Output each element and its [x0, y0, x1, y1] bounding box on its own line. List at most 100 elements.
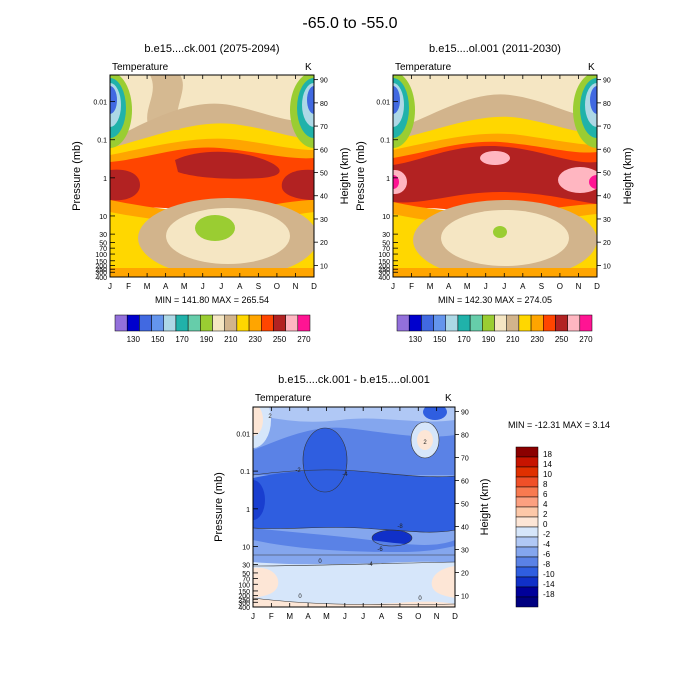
panel-units: K [305, 62, 312, 73]
month-tick-label: A [163, 282, 169, 291]
colorbar-swatch [163, 314, 177, 332]
colorbar-swatch [515, 506, 539, 518]
band-green-core [195, 215, 235, 241]
pressure-tick-label: 70 [99, 246, 107, 253]
stats-label: MIN = 142.30 MAX = 274.05 [438, 295, 552, 305]
y-axis-label: Pressure (mb) [71, 141, 83, 211]
contour-label-group: -2 -4 -8 -6 0 -4 0 0 2 2 [268, 414, 427, 602]
contour-lines [252, 421, 456, 606]
height-tick-label: 10 [320, 263, 328, 270]
month-tick-label: M [427, 282, 434, 291]
height-tick-label: 90 [461, 410, 469, 417]
colorbar-swatch [515, 486, 539, 498]
height-tick-label: 60 [603, 147, 611, 154]
month-tick-label: D [594, 282, 600, 291]
pressure-tick-label: 150 [238, 589, 250, 596]
colorbar-swatch [530, 314, 544, 332]
month-tick-label: N [293, 282, 299, 291]
y-axis-label-right: Height (km) [339, 148, 351, 205]
pressure-tick-label: 70 [242, 576, 250, 583]
month-tick-label: A [237, 282, 243, 291]
colorbar-swatch [285, 314, 299, 332]
temperature-field [393, 75, 597, 277]
month-tick-label: J [361, 612, 365, 621]
pressure-tick-label: 0.1 [240, 469, 250, 476]
month-tick-label: M [464, 282, 471, 291]
height-tick-label: 20 [461, 571, 469, 578]
height-tick-label: 60 [320, 147, 328, 154]
pressure-tick-label: 10 [242, 545, 250, 552]
pressure-tick-label: 50 [382, 241, 390, 248]
panel-top-left: b.e15....ck.001 (2075-2094) Temperature … [71, 43, 351, 305]
height-tick-label: 70 [320, 124, 328, 131]
colorbar-swatch [515, 596, 539, 608]
pressure-tick-label: 70 [382, 246, 390, 253]
colorbar-swatch [515, 456, 539, 468]
colorbar-label: 18 [543, 450, 552, 459]
cold-core-left-4 [110, 86, 117, 114]
band-darkred-center [175, 151, 280, 179]
colorbar-label: 170 [175, 335, 189, 344]
colorbar-label: 14 [543, 460, 552, 469]
colorbar-label: 0 [543, 520, 548, 529]
colorbar-swatch [421, 314, 434, 332]
colorbar-swatch [139, 314, 152, 332]
colorbar-swatch [114, 314, 128, 332]
colorbar-label: 230 [248, 335, 262, 344]
colorbar-swatch [515, 476, 539, 488]
colorbar-label: -6 [543, 550, 551, 559]
axis-ticks: J F M A M J J A S O N D0.010.1110305070100150200250… [376, 75, 611, 291]
month-tick-label: A [305, 612, 311, 621]
height-tick-label: 40 [461, 525, 469, 532]
y-axis-label: Pressure (mb) [355, 141, 367, 211]
colorbar-label: -4 [543, 540, 551, 549]
colorbar-swatch [515, 536, 539, 548]
pressure-tick-label: 300 [95, 270, 107, 277]
colorbar-label: 210 [224, 335, 238, 344]
colorbar-label: 150 [151, 335, 165, 344]
colorbar-label: 8 [543, 480, 548, 489]
colorbar-swatch [248, 314, 262, 332]
band-minus2-lower [253, 561, 455, 607]
colorbar-label: 10 [543, 470, 552, 479]
height-tick-label: 90 [603, 78, 611, 85]
colorbar-label: -10 [543, 570, 555, 579]
pressure-tick-label: 200 [238, 594, 250, 601]
panel-title: b.e15....ol.001 (2011-2030) [429, 43, 561, 55]
month-tick-label: M [144, 282, 151, 291]
colorbar-label: 270 [579, 335, 593, 344]
pressure-tick-label: 250 [95, 267, 107, 274]
pressure-tick-label: 30 [382, 232, 390, 239]
height-tick-label: 80 [603, 101, 611, 108]
height-tick-label: 50 [461, 502, 469, 509]
height-tick-label: 30 [461, 548, 469, 555]
axis-ticks: J F M A M J J A S O N D0.010.1110305070100150200250… [236, 407, 469, 621]
pressure-tick-label: 100 [238, 582, 250, 589]
band-darkred-main [393, 145, 597, 204]
contour-label: 2 [268, 414, 272, 420]
colorbar-swatch [506, 314, 520, 332]
panel-bottom: b.e15....ck.001 - b.e15....ol.001 Temper… [213, 374, 610, 621]
pressure-tick-label: 0.01 [376, 100, 390, 107]
warm-core-right [558, 167, 597, 193]
month-tick-label: O [274, 282, 280, 291]
panel-variable: Temperature [112, 62, 169, 73]
colorbar-swatch [396, 314, 410, 332]
colorbar-left: 130 150 170 190 210 230 250 270 [114, 314, 311, 344]
pressure-tick-label: 50 [99, 241, 107, 248]
colorbar-swatch [433, 314, 446, 332]
pressure-tick-label: 100 [95, 252, 107, 259]
panel-units: K [588, 62, 595, 73]
colorbar-right: 130 150 170 190 210 230 250 270 [396, 314, 593, 344]
contour-label: 0 [418, 596, 422, 602]
colorbar-swatch [445, 314, 459, 332]
cold-core-right-4 [590, 86, 597, 114]
contour-label: -2 [295, 468, 301, 474]
pressure-tick-label: 400 [95, 275, 107, 282]
band-cream-lower [441, 210, 569, 266]
band-zero-right [431, 566, 455, 598]
month-tick-label: J [391, 282, 395, 291]
pressure-tick-label: 150 [95, 259, 107, 266]
contour-label: -4 [367, 562, 373, 568]
